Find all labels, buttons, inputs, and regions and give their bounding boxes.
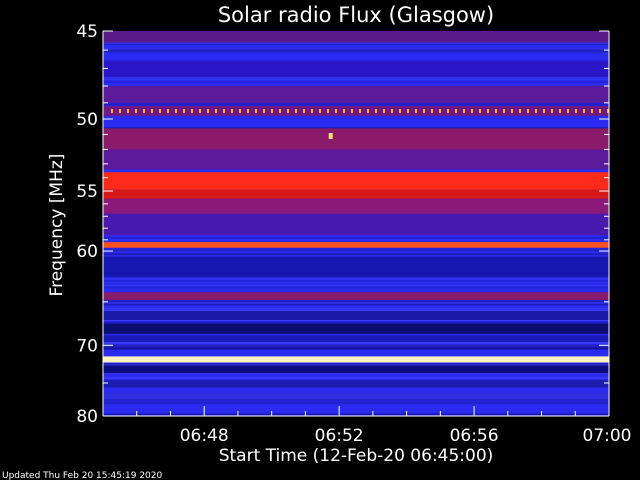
frequency-band	[103, 335, 609, 342]
texture-strip	[103, 309, 609, 311]
texture-strip	[103, 287, 609, 289]
plot-area	[103, 31, 609, 416]
texture-strip	[103, 79, 609, 80]
texture-strip	[103, 280, 609, 282]
texture-strip	[103, 400, 609, 401]
texture-strip	[103, 372, 609, 374]
frequency-band	[103, 31, 609, 43]
x-tick-label: 07:00	[583, 426, 632, 446]
burst-spike	[328, 133, 333, 139]
y-tick-label: 60	[76, 242, 98, 262]
frequency-band	[103, 106, 609, 116]
texture-strip	[103, 81, 609, 83]
texture-strip	[103, 346, 609, 349]
frequency-band	[103, 128, 609, 150]
texture-strip	[103, 41, 609, 44]
texture-strip	[103, 308, 609, 309]
updated-timestamp: Updated Thu Feb 20 15:45:19 2020	[2, 471, 163, 480]
y-tick-label: 70	[76, 336, 98, 356]
frequency-band	[103, 189, 609, 199]
texture-strip	[103, 363, 609, 365]
y-tick-label: 50	[76, 110, 98, 130]
texture-strip	[103, 60, 609, 61]
texture-strip	[103, 341, 609, 345]
frequency-band	[103, 149, 609, 170]
texture-strip	[103, 398, 609, 401]
texture-strip	[103, 43, 609, 45]
texture-strip	[103, 320, 609, 321]
texture-strip	[103, 250, 609, 252]
texture-strip	[103, 414, 609, 416]
texture-strip	[103, 126, 609, 129]
texture-strip	[103, 386, 609, 389]
texture-strip	[103, 300, 609, 302]
texture-strip	[103, 347, 609, 350]
texture-strip	[103, 52, 609, 53]
texture-strip	[103, 254, 609, 257]
texture-strip	[103, 345, 609, 347]
y-axis: 45 50 55 60 70 80	[76, 22, 610, 427]
frequency-band	[103, 242, 609, 248]
texture-strip	[103, 320, 609, 321]
texture-strip	[103, 51, 609, 53]
texture-strip	[103, 364, 609, 367]
frequency-band	[103, 172, 609, 190]
x-tick-label: 06:52	[315, 426, 364, 446]
texture-strip	[103, 363, 609, 365]
texture-strip	[103, 403, 609, 405]
texture-strip	[103, 413, 609, 415]
texture-strip	[103, 303, 609, 306]
texture-strip	[103, 301, 609, 304]
x-axis: 06:48 06:52 06:56 07:00	[103, 406, 632, 446]
y-tick-label: 45	[76, 22, 98, 42]
y-tick-label: 80	[76, 407, 98, 427]
texture-strip	[103, 377, 609, 379]
frequency-band	[103, 356, 609, 363]
texture-strip	[103, 398, 609, 400]
texture-strip	[103, 49, 609, 51]
texture-strip	[103, 47, 609, 49]
texture-strip	[103, 48, 609, 51]
x-axis-label: Start Time (12-Feb-20 06:45:00)	[219, 446, 494, 466]
frequency-band	[103, 256, 609, 278]
frequency-band	[103, 213, 609, 236]
texture-strip	[103, 237, 609, 239]
texture-strip	[103, 249, 609, 252]
texture-strip	[103, 345, 609, 347]
chart-title: Solar radio Flux (Glasgow)	[218, 3, 494, 27]
texture-strip	[103, 353, 609, 355]
texture-strip	[103, 347, 609, 350]
texture-strip	[103, 127, 609, 129]
frequency-band	[103, 323, 609, 334]
frequency-band	[103, 198, 609, 214]
texture-strip	[103, 284, 609, 287]
texture-strip	[103, 301, 609, 304]
frequency-band	[103, 311, 609, 320]
frequency-band	[103, 61, 609, 78]
frequency-band	[103, 86, 609, 103]
texture-strip	[103, 103, 609, 106]
texture-strip	[103, 401, 609, 404]
x-tick-label: 06:48	[180, 426, 229, 446]
frequency-band	[103, 292, 609, 300]
texture-strip	[103, 77, 609, 79]
texture-strip	[103, 247, 609, 249]
frequency-band	[103, 393, 609, 399]
y-tick-label: 55	[76, 182, 98, 202]
texture-strip	[103, 392, 609, 394]
texture-strip	[103, 413, 609, 415]
texture-strip	[103, 253, 609, 256]
texture-strip	[103, 309, 609, 312]
frequency-band	[103, 365, 609, 373]
y-axis-label: Frequency [MHz]	[47, 154, 67, 297]
frequency-band	[103, 380, 609, 388]
texture-strip	[103, 279, 609, 281]
texture-strip	[103, 321, 609, 324]
texture-strip	[103, 286, 609, 289]
texture-strip	[103, 299, 609, 301]
texture-strip	[103, 343, 609, 345]
x-tick-label: 06:56	[450, 426, 499, 446]
